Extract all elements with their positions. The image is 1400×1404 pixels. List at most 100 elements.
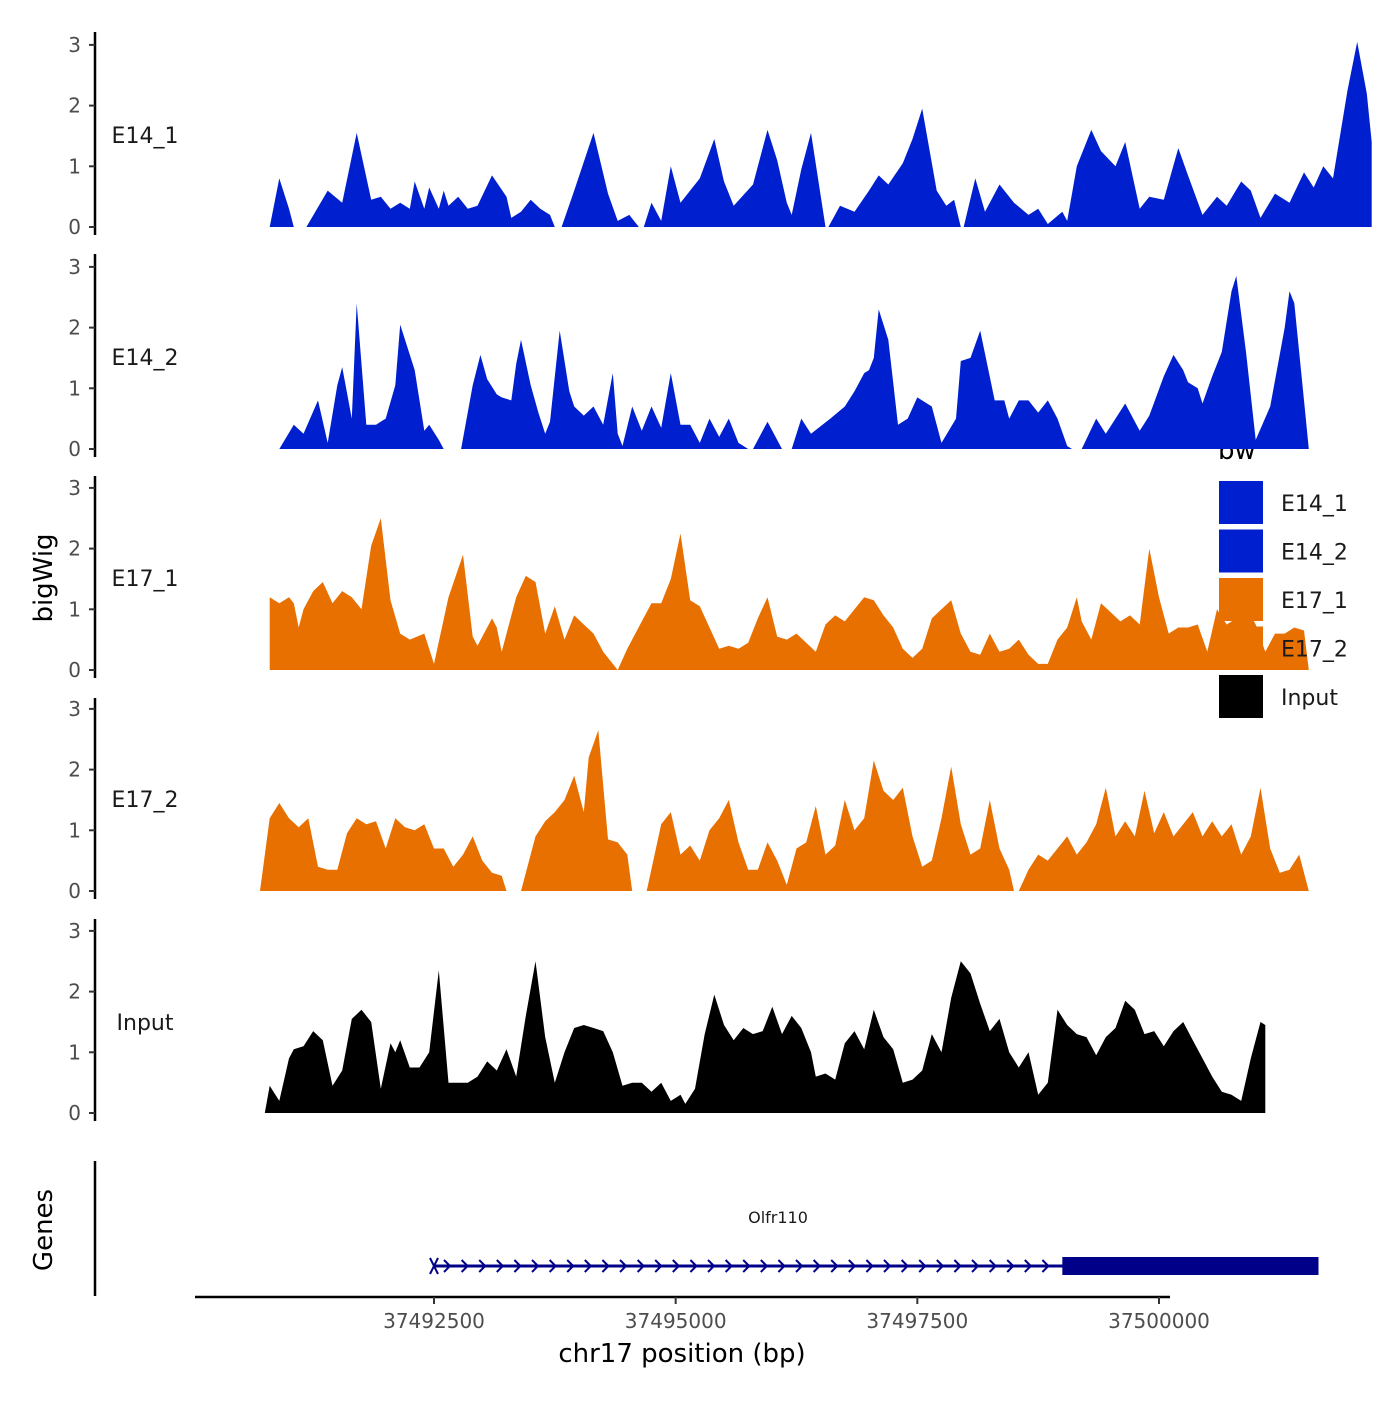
strand-arrow [460,1259,470,1273]
strand-arrow [601,1259,610,1273]
legend-label-E17_2: E17_2 [1281,638,1348,663]
legend-key-E17_2 [1219,626,1263,670]
y-tick-label: 1 [68,154,81,178]
strand-arrow [619,1259,628,1273]
area-E17_2 [260,803,507,891]
y-tick-label: 3 [68,919,81,943]
y-tick-label: 1 [68,818,81,842]
track-label-E17_1: E17_1 [112,567,179,592]
legend-key-E17_1 [1219,578,1263,621]
area-E14_2 [791,309,1072,449]
strand-arrow [513,1259,522,1273]
area-E17_2 [646,760,1014,891]
track-Input: 0 1 2 3 Input [68,919,1266,1125]
y-tick-label: 0 [68,879,81,903]
gene-label: Olfr110 [748,1208,808,1227]
area-E17_2 [521,730,633,891]
y-tick-label: 1 [68,1040,81,1064]
strand-arrow [707,1259,716,1273]
legend-label-E14_2: E14_2 [1281,541,1348,566]
y-tick-label: 2 [68,758,81,782]
strand-arrow [1041,1259,1050,1273]
gene-start-mark [429,1257,439,1275]
x-tick-label: 37497500 [866,1309,968,1333]
strand-arrow [1024,1259,1033,1273]
area-E14_2 [1081,276,1309,449]
strand-arrow [795,1259,804,1273]
strand-arrow [742,1259,751,1273]
area-E14_1 [269,178,294,227]
area-E17_1 [269,518,1309,670]
gene-cds-block [1062,1257,1319,1275]
strand-arrow [478,1259,487,1273]
y-tick-label: 3 [68,33,81,57]
y-tick-label: 1 [68,597,81,621]
x-tick-label: 37495000 [625,1309,727,1333]
strand-arrow [883,1259,892,1273]
track-E14_1: 0 1 2 3 E14_1 [68,32,1372,239]
y-tick-label: 3 [68,255,81,279]
strand-arrow [848,1259,857,1273]
strand-arrow [531,1259,540,1273]
genes-panel: Olfr110 [93,1161,1319,1296]
y-tick-label: 0 [68,215,81,239]
y-tick-label: 2 [68,980,81,1004]
area-E17_2 [1018,787,1309,891]
track-label-E14_2: E14_2 [112,346,179,371]
strand-arrow [988,1259,998,1273]
track-label-Input: Input [117,1011,174,1036]
y-tick-label: 2 [68,94,81,118]
strand-arrow [760,1259,769,1273]
track-E14_2: 0 1 2 3 E14_2 [68,254,1309,461]
y-tick-label: 3 [68,697,81,721]
area-E14_2 [461,330,749,449]
area-E14_1 [643,129,826,227]
area-E14_2 [753,421,782,449]
y-tick-label: 2 [68,537,81,561]
y-tick-label: 2 [68,316,81,340]
strand-arrow [548,1259,558,1273]
strand-arrow [636,1259,646,1273]
legend: E14_1 E14_2 E17_1 E17_2 Input [1219,481,1348,718]
strand-arrow [971,1259,980,1273]
strand-arrow [953,1259,962,1273]
y-tick-label: 3 [68,476,81,500]
legend-label-Input: Input [1281,686,1338,711]
track-label-E17_2: E17_2 [112,788,179,813]
strand-arrow [918,1259,927,1273]
area-E14_1 [306,132,555,227]
strand-arrow [689,1259,698,1273]
tracks-group: 0 1 2 3 E14_1 0 1 2 3 E14_2 0 1 2 3 E17_1 0 1 2 3 E17_2 0 1 2 3… [68,32,1372,1125]
x-axis: 37492500 37495000 37497500 37500000 [195,1295,1210,1333]
strand-arrow [566,1259,575,1273]
y-tick-label: 0 [68,437,81,461]
legend-key-Input [1219,675,1263,718]
strand-arrow [865,1259,874,1273]
strand-arrow [724,1259,734,1273]
area-E14_1 [561,132,639,227]
legend-key-E14_2 [1219,529,1263,573]
area-E14_1 [963,41,1372,228]
strand-arrow [900,1259,910,1273]
x-tick-label: 37492500 [383,1309,485,1333]
y-tick-label: 1 [68,376,81,400]
strand-arrow [936,1259,945,1273]
y-tick-label: 0 [68,1101,81,1125]
strand-arrow [584,1259,593,1273]
strand-arrow [1006,1259,1015,1273]
y-tick-label: 0 [68,658,81,682]
strand-arrow [654,1259,663,1273]
track-E17_1: 0 1 2 3 E17_1 [68,476,1309,682]
strand-arrow [672,1259,681,1273]
area-E14_2 [279,303,444,449]
x-axis-title: chr17 position (bp) [558,1339,805,1369]
strand-arrow [496,1259,505,1273]
genes-panel-title: Genes [29,1189,59,1271]
strand-arrow [443,1259,452,1273]
strand-arrow [812,1259,822,1273]
area-Input [264,961,1266,1113]
strand-arrow [830,1259,839,1273]
track-label-E14_1: E14_1 [112,124,179,149]
